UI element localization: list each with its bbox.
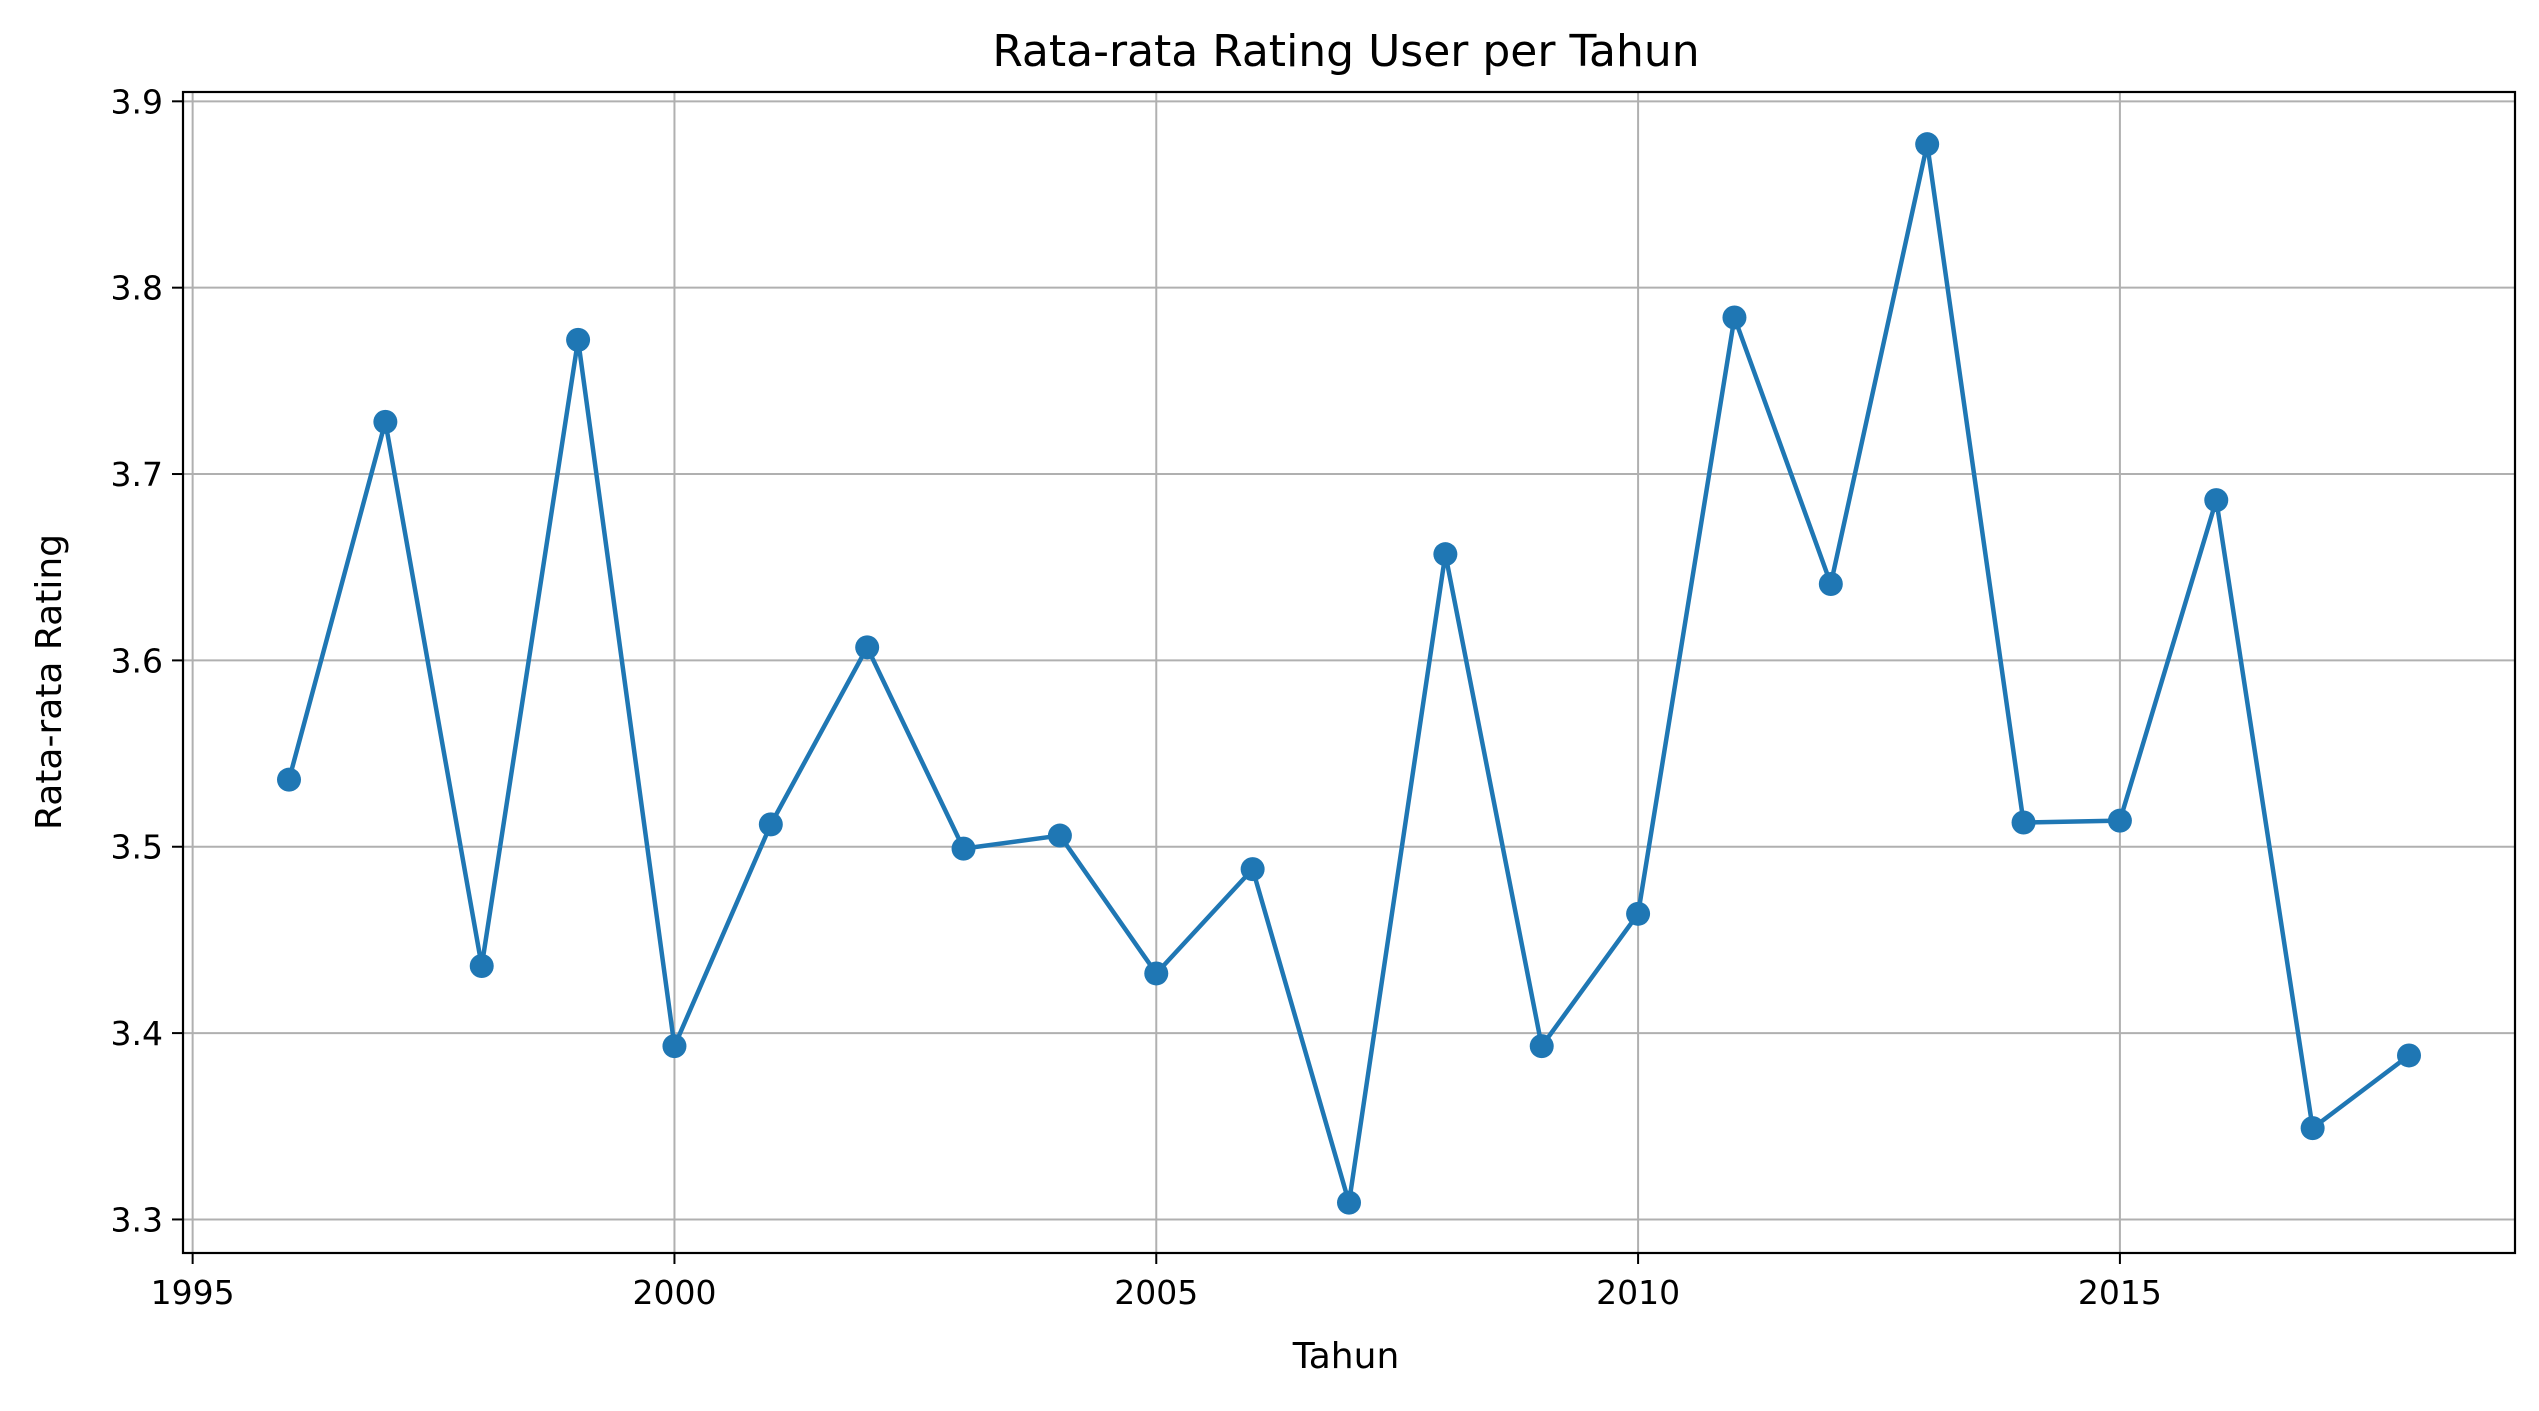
x-axis-ticks: 1995 2000 2005 2010 2015 bbox=[151, 1253, 2162, 1312]
data-point bbox=[1626, 901, 1651, 926]
y-tick-label: 3.9 bbox=[111, 82, 163, 121]
y-tick-label: 3.5 bbox=[111, 828, 163, 867]
y-tick-label: 3.7 bbox=[111, 455, 163, 494]
data-point bbox=[951, 836, 976, 861]
data-point bbox=[662, 1034, 687, 1059]
data-point bbox=[1144, 961, 1169, 986]
data-point bbox=[2107, 808, 2132, 833]
data-point bbox=[566, 327, 591, 352]
data-points bbox=[277, 132, 2421, 1215]
data-point bbox=[373, 409, 398, 434]
chart-title: Rata-rata Rating User per Tahun bbox=[992, 26, 1699, 77]
x-tick-label: 2010 bbox=[1596, 1273, 1680, 1312]
y-tick-label: 3.3 bbox=[111, 1200, 163, 1239]
data-point bbox=[1433, 542, 1458, 567]
x-axis-label: Tahun bbox=[1292, 1336, 1400, 1377]
data-point bbox=[2300, 1116, 2325, 1141]
data-point bbox=[855, 635, 880, 660]
data-point bbox=[1529, 1034, 1554, 1059]
y-tick-label: 3.8 bbox=[111, 269, 163, 308]
y-tick-label: 3.4 bbox=[111, 1014, 163, 1053]
x-tick-label: 2015 bbox=[2078, 1273, 2162, 1312]
gridlines bbox=[183, 92, 2515, 1253]
y-axis-ticks: 3.3 3.4 3.5 3.6 3.7 3.8 3.9 bbox=[111, 82, 183, 1239]
data-point bbox=[1337, 1190, 1361, 1215]
data-point bbox=[1240, 857, 1265, 882]
x-tick-label: 2000 bbox=[632, 1273, 716, 1312]
data-point bbox=[2397, 1043, 2421, 1068]
data-point bbox=[2204, 488, 2229, 513]
y-axis-label: Rata-rata Rating bbox=[29, 534, 70, 830]
y-tick-label: 3.6 bbox=[111, 641, 163, 680]
data-point bbox=[469, 954, 494, 979]
plot-area-frame bbox=[181, 90, 2517, 1255]
data-point bbox=[1818, 571, 1843, 596]
data-point bbox=[1915, 132, 1940, 157]
data-point bbox=[1047, 823, 1072, 848]
x-tick-label: 2005 bbox=[1114, 1273, 1198, 1312]
data-point bbox=[758, 812, 783, 837]
x-tick-label: 1995 bbox=[151, 1273, 235, 1312]
data-point bbox=[2011, 810, 2036, 835]
data-point bbox=[277, 767, 301, 792]
data-point bbox=[1722, 305, 1747, 330]
